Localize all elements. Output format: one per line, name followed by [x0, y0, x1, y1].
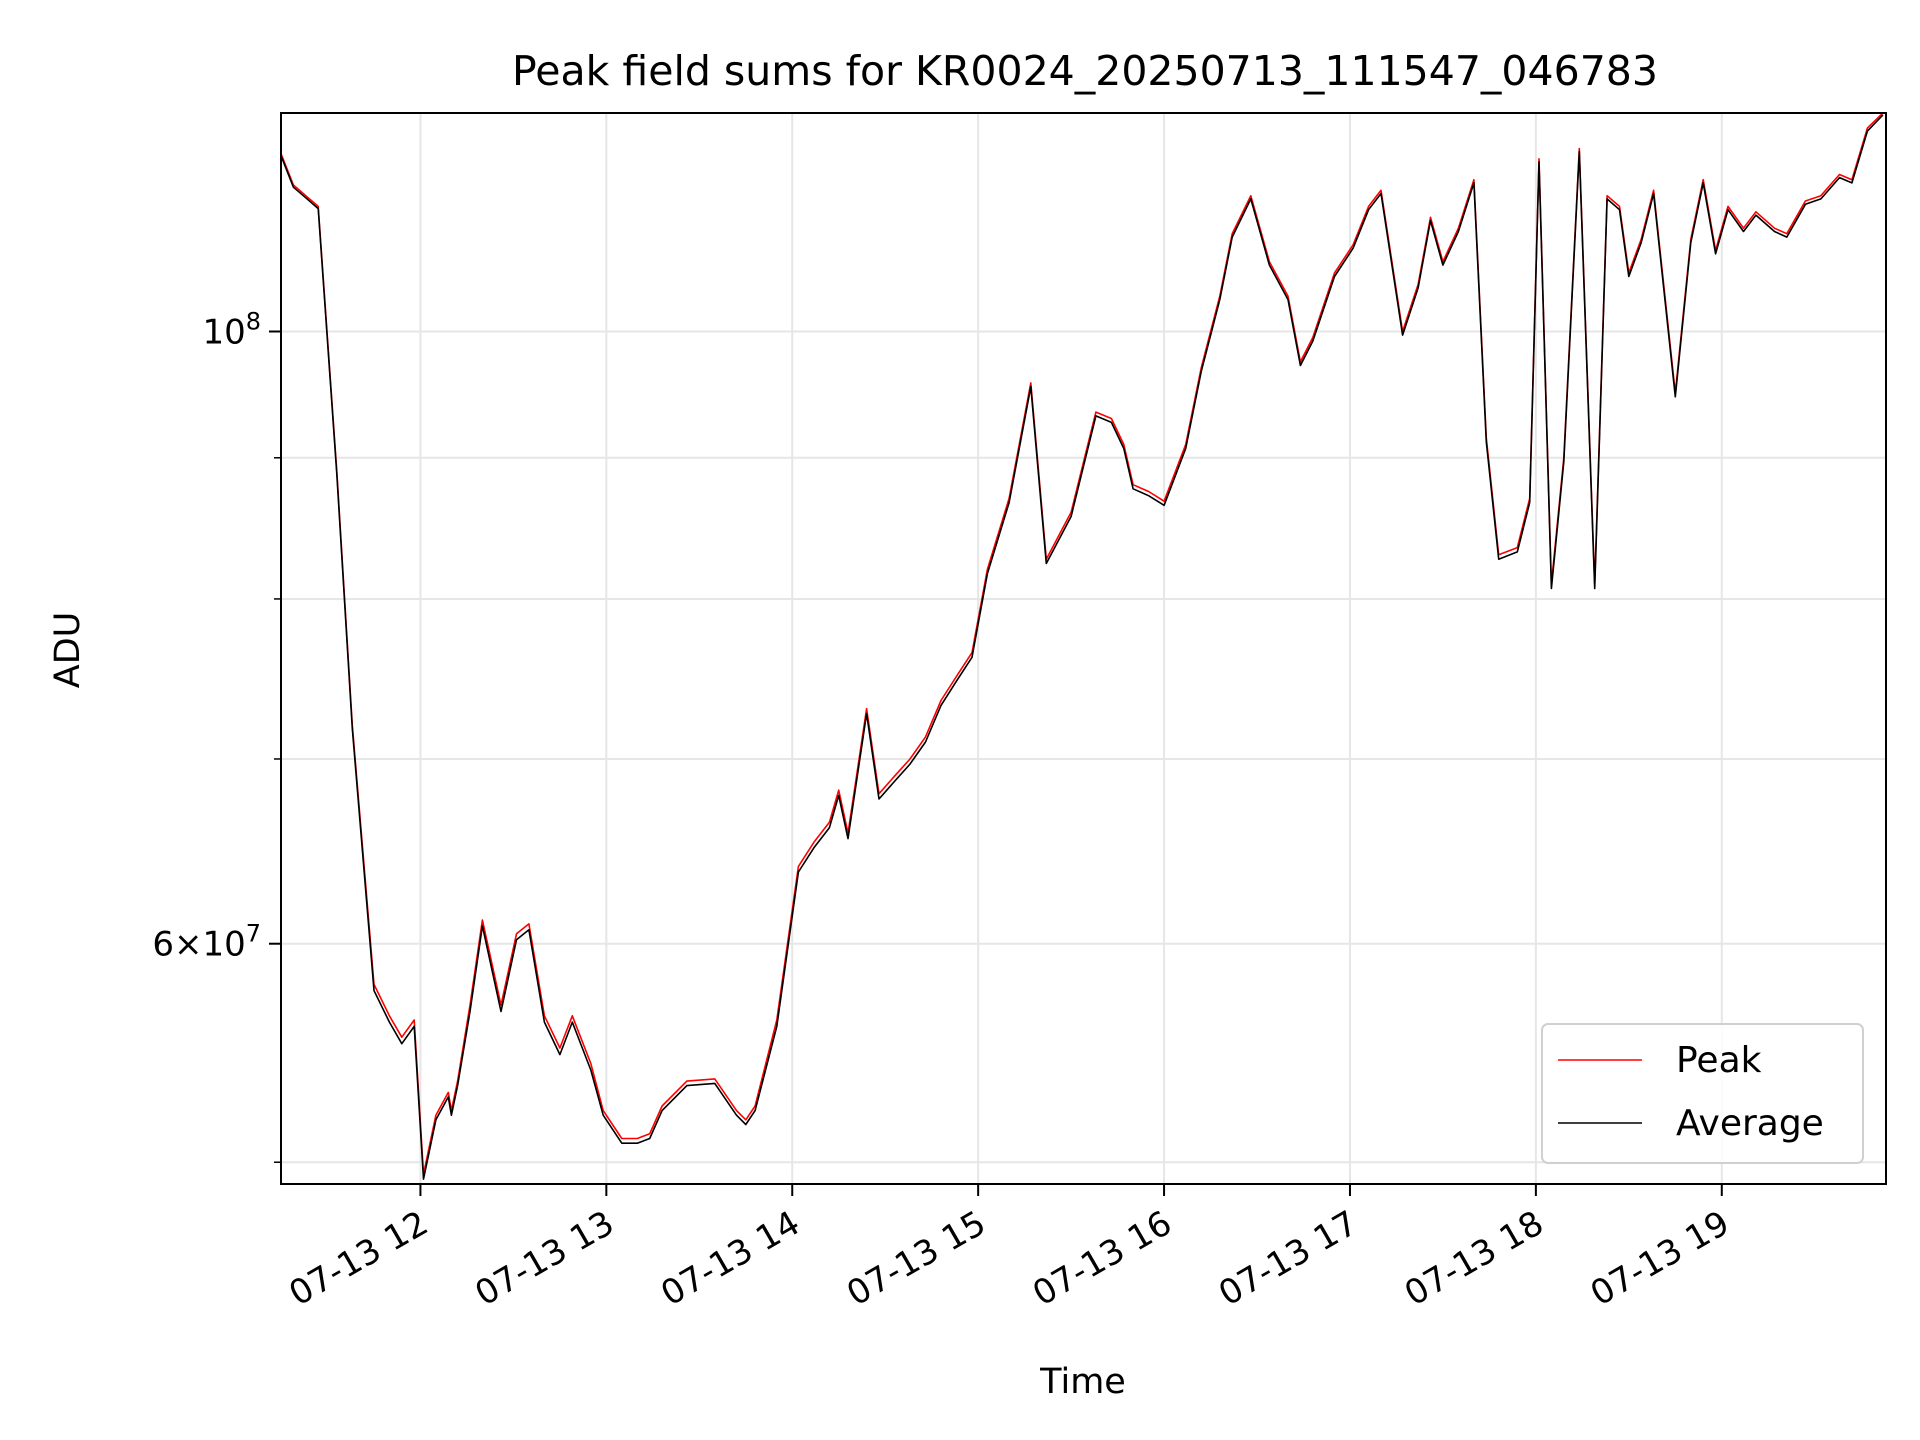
chart-title: Peak field sums for KR0024_20250713_1115…: [512, 47, 1658, 95]
plot-area-frame: [280, 112, 1887, 1185]
x-axis-label: Time: [1039, 1362, 1126, 1402]
legend: Peak Average: [1541, 1023, 1864, 1164]
legend-average-label: Average: [1676, 1103, 1824, 1144]
legend-peak-label: Peak: [1676, 1040, 1762, 1081]
y-tick-label: 6×107: [152, 920, 261, 965]
y-tick-label: 108: [202, 308, 261, 353]
legend-box: [1541, 1023, 1864, 1164]
y-axis-label: ADU: [48, 612, 88, 689]
average-series-line: [281, 114, 1884, 1180]
series-layer: [281, 113, 1884, 1180]
